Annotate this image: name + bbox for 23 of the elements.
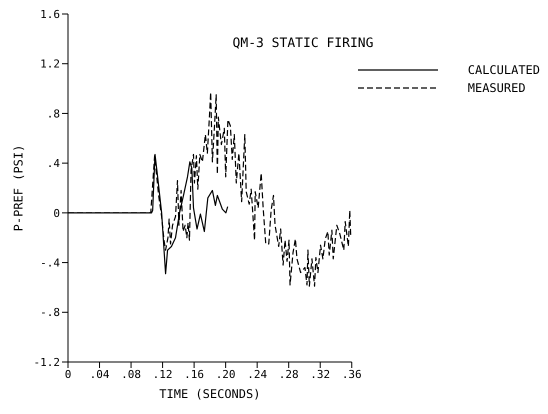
y-tick-label: .4 xyxy=(46,157,60,170)
x-tick-label: .08 xyxy=(121,368,141,381)
x-tick-label: .12 xyxy=(152,368,173,381)
y-tick-label: -.8 xyxy=(40,306,60,320)
y-tick-label: -1.2 xyxy=(34,356,60,369)
text: MEASURED xyxy=(468,81,526,95)
x-tick-label: .36 xyxy=(342,368,362,381)
y-tick-label: .8 xyxy=(46,107,60,120)
y-tick-label: 1.6 xyxy=(40,8,60,21)
y-tick-label: -.4 xyxy=(40,256,60,270)
x-tick-label: .24 xyxy=(247,368,268,381)
x-tick-label: .28 xyxy=(278,368,299,381)
x-tick-label: .32 xyxy=(310,368,330,381)
text: QM-3 STATIC FIRING xyxy=(232,36,374,51)
x-tick-label: 0 xyxy=(64,368,72,381)
y-tick-label: 1.2 xyxy=(40,58,60,71)
y-axis-title: P-PREF (PSI) xyxy=(11,144,26,232)
y-tick-label: 0 xyxy=(53,206,60,220)
x-tick-label: .16 xyxy=(184,368,204,381)
x-tick-label: .04 xyxy=(90,368,110,381)
text: CALCULATED xyxy=(468,63,540,77)
x-axis-title: TIME (SECONDS) xyxy=(159,387,260,401)
x-tick-label: .20 xyxy=(216,368,236,381)
